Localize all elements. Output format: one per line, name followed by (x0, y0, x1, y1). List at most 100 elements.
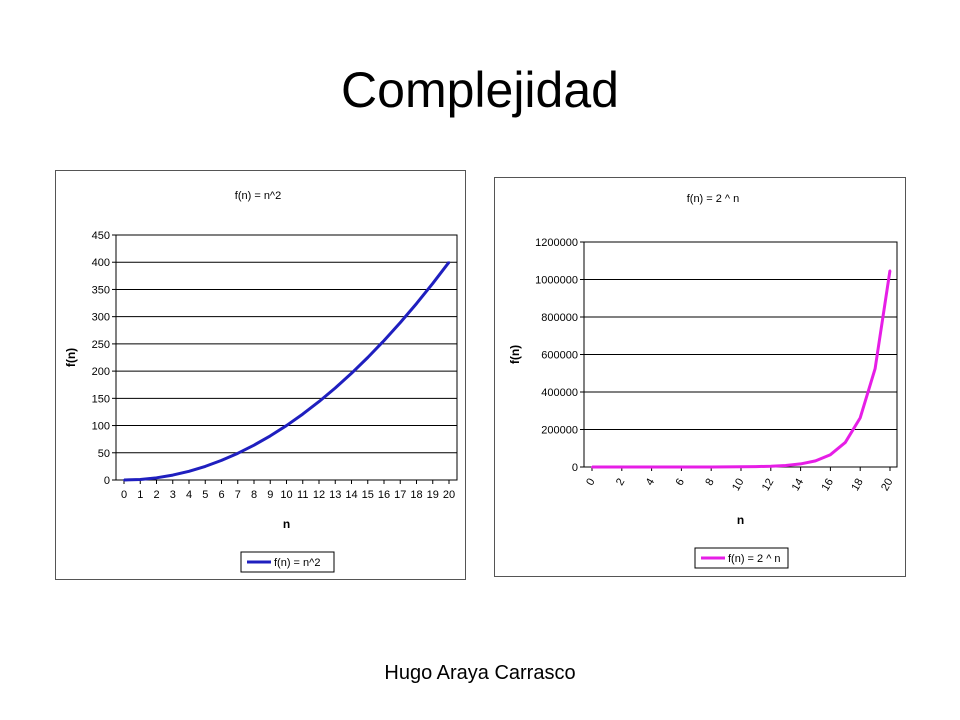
y-tick-label: 400 (92, 257, 110, 269)
x-tick-label: 3 (170, 489, 176, 501)
x-tick-label: 0 (584, 477, 597, 488)
data-point (139, 478, 142, 481)
x-tick-label: 14 (790, 477, 807, 494)
data-point (301, 413, 304, 416)
x-tick-label: 18 (410, 489, 422, 501)
y-tick-label: 0 (104, 475, 110, 487)
x-tick-label: 1 (137, 489, 143, 501)
data-point (650, 465, 653, 468)
data-point (269, 434, 272, 437)
x-tick-label: 19 (427, 489, 439, 501)
x-tick-label: 16 (819, 477, 836, 494)
data-point (874, 367, 877, 370)
data-point (844, 441, 847, 444)
data-point (754, 465, 757, 468)
legend-label: f(n) = 2 ^ n (728, 553, 781, 565)
x-tick-label: 20 (443, 489, 455, 501)
data-point (318, 400, 320, 403)
data-point (448, 261, 450, 264)
data-point (285, 424, 288, 427)
y-tick-label: 50 (98, 448, 110, 460)
x-tick-label: 13 (329, 489, 341, 501)
data-point (188, 470, 190, 473)
data-point (383, 339, 385, 342)
data-point (799, 462, 802, 465)
plot-area (115, 234, 458, 481)
data-point (431, 282, 434, 285)
x-tick-label: 16 (378, 489, 390, 501)
x-tick-label: 12 (313, 489, 325, 501)
x-tick-label: 6 (674, 477, 687, 488)
legend-box (240, 551, 335, 573)
data-point (591, 465, 593, 468)
data-point (695, 465, 698, 468)
data-point (680, 465, 683, 468)
data-point (334, 386, 337, 389)
y-tick-label: 150 (92, 393, 110, 405)
y-tick-label: 350 (92, 284, 110, 296)
slide-title: Complejidad (341, 62, 619, 118)
y-tick-label: 450 (92, 230, 110, 242)
data-point (204, 465, 207, 468)
y-tick-label: 200 (92, 366, 110, 378)
y-tick-label: 800000 (541, 312, 578, 324)
y-tick-label: 100 (92, 421, 110, 433)
y-tick-label: 0 (572, 462, 578, 474)
chart-title: f(n) = 2 ^ n (687, 193, 740, 205)
data-point (123, 479, 125, 481)
chart-n-squared: f(n) = n^2 0 50 100 150 200 250 300 350 400 450 0 1 2… (55, 170, 466, 580)
data-point (814, 459, 817, 462)
x-tick-label: 5 (202, 489, 208, 501)
x-axis-label: n (737, 513, 744, 527)
data-point (399, 321, 402, 324)
x-tick-label: 10 (730, 477, 747, 494)
x-tick-label: 10 (280, 489, 292, 501)
x-tick-label: 17 (394, 489, 406, 501)
x-tick-label: 2 (614, 477, 627, 488)
data-point (350, 372, 353, 375)
legend-label: f(n) = n^2 (274, 557, 320, 569)
y-tick-label: 200000 (541, 425, 578, 437)
x-axis-label: n (283, 517, 290, 531)
data-point (253, 444, 255, 447)
data-point (635, 465, 638, 468)
x-tick-label: 18 (849, 477, 866, 494)
y-tick-label: 300 (92, 312, 110, 324)
data-point (769, 465, 772, 468)
data-point (889, 269, 891, 272)
y-axis-label: f(n) (508, 345, 522, 364)
x-tick-label: 12 (760, 477, 777, 494)
chart-two-power-n-svg: f(n) = 2 ^ n0200000400000600000800000100… (508, 193, 898, 569)
data-point (620, 465, 623, 468)
chart-title: f(n) = n^2 (235, 190, 281, 202)
data-point (236, 452, 239, 455)
data-point (366, 356, 369, 359)
x-tick-label: 14 (345, 489, 357, 501)
x-tick-label: 8 (703, 477, 716, 488)
y-axis-label: f(n) (64, 348, 78, 367)
y-tick-label: 1000000 (535, 275, 578, 287)
data-point (220, 459, 223, 462)
x-tick-label: 0 (121, 489, 127, 501)
x-tick-label: 4 (186, 489, 192, 501)
data-point (605, 465, 608, 468)
data-point (784, 464, 787, 467)
chart-two-power-n: f(n) = 2 ^ n 0 200000 400000 600000 800000 100… (494, 177, 906, 577)
x-tick-label: 6 (218, 489, 224, 501)
data-point (859, 416, 862, 419)
x-tick-label: 20 (879, 477, 896, 494)
x-tick-label: 15 (362, 489, 374, 501)
data-point (740, 465, 742, 468)
y-tick-label: 250 (92, 339, 110, 351)
x-tick-label: 2 (153, 489, 159, 501)
legend-box (694, 547, 789, 569)
x-tick-label: 4 (644, 477, 657, 488)
y-tick-label: 600000 (541, 350, 578, 362)
x-tick-label: 9 (267, 489, 273, 501)
y-tick-label: 1200000 (535, 237, 578, 249)
x-tick-label: 11 (297, 489, 308, 501)
x-tick-label: 7 (235, 489, 241, 501)
footer-author: Hugo Araya Carrasco (384, 662, 576, 684)
x-tick-label: 8 (251, 489, 257, 501)
